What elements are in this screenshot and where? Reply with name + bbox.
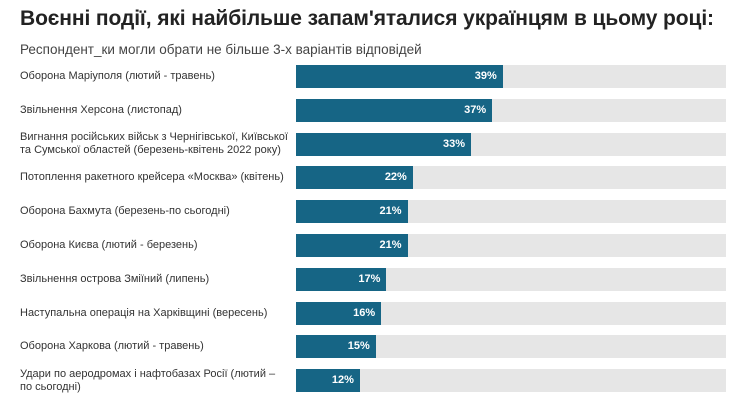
bar-track [296, 267, 726, 291]
category-label: Потоплення ракетного крейсера «Москва» (… [20, 171, 284, 184]
category-label: Вигнання російських військ з Чернігівськ… [20, 131, 288, 157]
bar-value-label: 16% [353, 306, 376, 319]
bar [296, 335, 376, 359]
category-label: Оборона Києва (лютий - березень) [20, 239, 198, 251]
bar-value-label: 22% [384, 171, 407, 184]
category-label: Оборона Бахмута (березень-по сьогодні) [20, 205, 230, 218]
bar-row: Оборона Маріуполя (лютий - травень) 39% [0, 65, 740, 88]
bar-value-label: 33% [443, 137, 466, 150]
category-label: Удари по аеродромах і нафтобазах Росії (… [20, 367, 276, 393]
bar-value-label: 21% [379, 205, 402, 218]
bar-value-label: 39% [474, 70, 497, 82]
bar-value-label: 15% [347, 340, 370, 353]
bar-row: Наступальна операція на Харківщині (вере… [0, 301, 740, 325]
category-label: Звільнення Херсона (листопад) [20, 103, 182, 116]
category-label: Оборона Маріуполя (лютий - травень) [20, 70, 215, 82]
chart-title: Воєнні події, які найбільше запам'яталис… [20, 7, 714, 30]
bar-track [296, 369, 726, 393]
bar [296, 369, 360, 393]
bar-track [296, 335, 726, 359]
bar [296, 98, 493, 122]
bar-row: Оборона Харкова (лютий - травень) 15% [0, 335, 740, 359]
bar-row: Оборона Києва (лютий - березень) 21% [0, 234, 740, 257]
bar-value-label: 37% [464, 103, 487, 116]
bar [296, 65, 503, 88]
bar [296, 267, 387, 291]
bar-row: Звільнення Херсона (листопад) 37% [0, 98, 740, 122]
bar [296, 234, 408, 257]
bar [296, 200, 408, 224]
bar-track [296, 301, 726, 325]
bar [296, 132, 472, 156]
bar [296, 301, 382, 325]
bar-row: Звільнення острова Зміїний (липень) 17% [0, 267, 740, 291]
category-label: Звільнення острова Зміїний (липень) [20, 272, 210, 285]
bar-value-label: 21% [379, 239, 402, 251]
bar-value-label: 17% [358, 272, 381, 285]
bar-value-label: 12% [331, 374, 354, 387]
bar-row: Оборона Бахмута (березень-по сьогодні) 21… [0, 200, 740, 224]
category-label: Оборона Харкова (лютий - травень) [20, 340, 204, 353]
bar-row: Вигнання російських військ з Чернігівськ… [0, 131, 740, 157]
category-label: Наступальна операція на Харківщині (вере… [20, 306, 268, 319]
bar [296, 166, 413, 190]
chart-subtitle: Респондент_ки могли обрати не більше 3-х… [20, 42, 422, 57]
bar-row: Удари по аеродромах і нафтобазах Росії (… [0, 367, 740, 393]
bar-row: Потоплення ракетного крейсера «Москва» (… [0, 166, 740, 190]
